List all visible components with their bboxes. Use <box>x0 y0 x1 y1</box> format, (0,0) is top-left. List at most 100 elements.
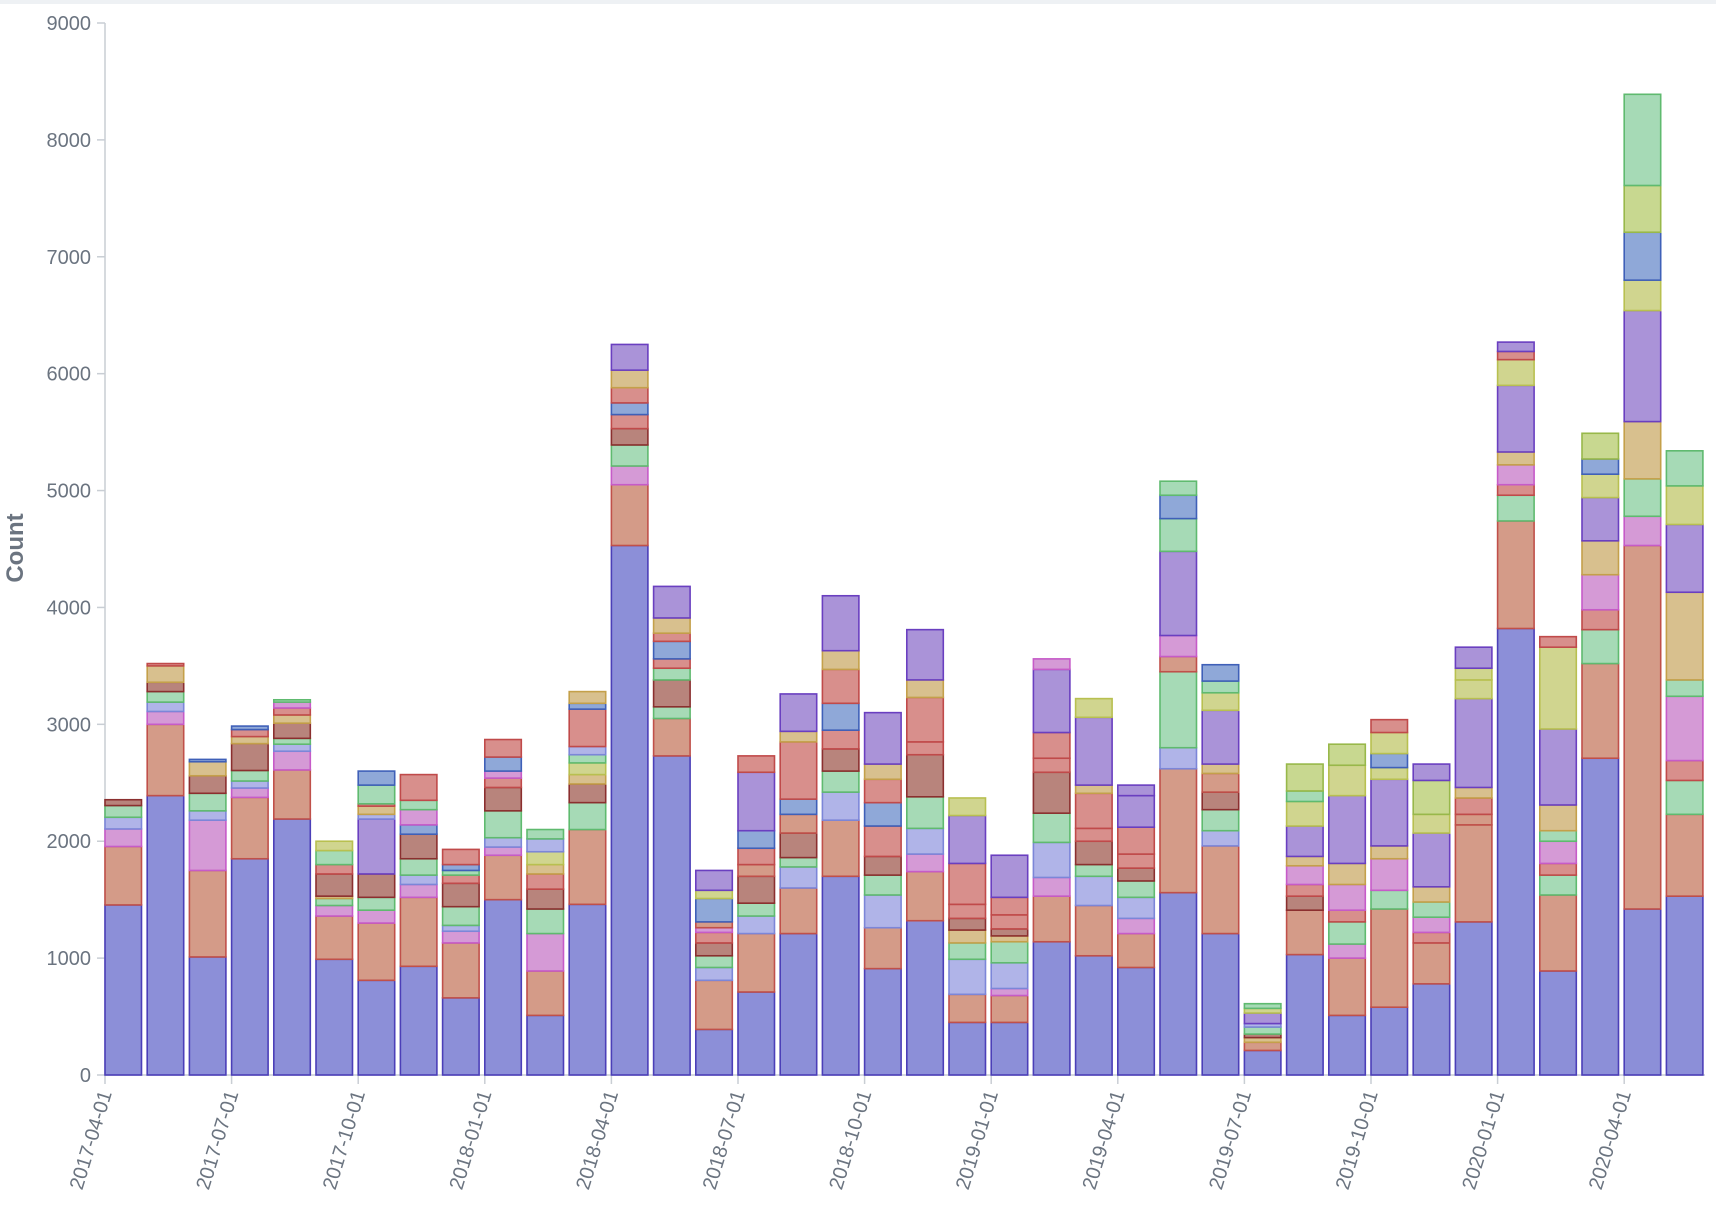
bar-segment[interactable] <box>779 798 818 816</box>
bar-segment[interactable] <box>230 780 269 789</box>
bar-segment[interactable] <box>737 932 776 993</box>
bar-segment[interactable] <box>1032 895 1071 943</box>
bar-segment[interactable] <box>1328 943 1367 959</box>
bar-segment[interactable] <box>694 931 734 944</box>
bar-segment[interactable] <box>948 903 987 920</box>
bar-segment[interactable] <box>526 970 565 1017</box>
bar-segment[interactable] <box>1285 953 1324 1076</box>
bar-segment[interactable] <box>441 863 480 872</box>
bar-segment[interactable] <box>1539 874 1578 896</box>
bar-segment[interactable] <box>863 801 902 827</box>
bar-segment[interactable] <box>526 850 565 866</box>
bar-segment[interactable] <box>1665 591 1704 681</box>
bar-segment[interactable] <box>1623 279 1662 312</box>
bar-segment[interactable] <box>821 770 860 793</box>
bar-segment[interactable] <box>1370 857 1409 892</box>
bar-segment[interactable] <box>948 862 987 906</box>
bar-segment[interactable] <box>1623 544 1662 910</box>
bar-segment[interactable] <box>905 628 945 681</box>
bar-segment[interactable] <box>652 585 691 619</box>
bar-segment[interactable] <box>737 771 776 832</box>
bar-segment[interactable] <box>779 832 818 859</box>
bar-segment[interactable] <box>1539 840 1578 865</box>
bar-segment[interactable] <box>1201 680 1240 694</box>
bar-segment[interactable] <box>483 898 523 1076</box>
bar-segment[interactable] <box>1539 646 1578 730</box>
bar-segment[interactable] <box>1454 697 1493 789</box>
bar-segment[interactable] <box>1032 940 1071 1076</box>
bar-segment[interactable] <box>1496 627 1535 1076</box>
bar-segment[interactable] <box>863 894 902 929</box>
bar-segment[interactable] <box>1201 663 1240 682</box>
bar-segment[interactable] <box>1581 432 1620 460</box>
bar-segment[interactable] <box>1328 921 1367 945</box>
bar-segment[interactable] <box>1454 813 1493 826</box>
bar-segment[interactable] <box>1328 1014 1367 1076</box>
bar-segment[interactable] <box>1496 483 1535 497</box>
bar-segment[interactable] <box>821 819 860 878</box>
bar-segment[interactable] <box>1623 515 1662 547</box>
bar-segment[interactable] <box>737 829 776 850</box>
bar-segment[interactable] <box>104 816 143 830</box>
bar-segment[interactable] <box>821 594 860 652</box>
bar-segment[interactable] <box>652 705 691 720</box>
bar-segment[interactable] <box>610 465 649 486</box>
bar-segment[interactable] <box>737 755 776 774</box>
bar-segment[interactable] <box>1285 855 1324 867</box>
bar-segment[interactable] <box>737 863 776 878</box>
bar-segment[interactable] <box>1665 485 1704 526</box>
bar-segment[interactable] <box>441 924 480 933</box>
bar-segment[interactable] <box>1454 667 1493 681</box>
bar-segment[interactable] <box>1496 451 1535 466</box>
bar-segment[interactable] <box>1412 832 1451 888</box>
bar-segment[interactable] <box>1201 791 1240 811</box>
bar-segment[interactable] <box>1074 697 1113 719</box>
bar-segment[interactable] <box>905 679 945 699</box>
bar-segment[interactable] <box>272 707 312 716</box>
bar-segment[interactable] <box>821 748 860 772</box>
bar-segment[interactable] <box>1074 863 1113 878</box>
bar-segment[interactable] <box>1454 797 1493 816</box>
bar-segment[interactable] <box>652 755 691 1076</box>
bar-segment[interactable] <box>1581 458 1620 475</box>
bar-segment[interactable] <box>315 904 354 917</box>
bar-segment[interactable] <box>1285 790 1324 803</box>
bar-segment[interactable] <box>1328 794 1367 865</box>
bar-segment[interactable] <box>948 958 987 996</box>
bar-segment[interactable] <box>779 730 818 743</box>
bar-segment[interactable] <box>1581 757 1620 1076</box>
bar-segment[interactable] <box>990 928 1029 937</box>
bar-segment[interactable] <box>1201 691 1240 712</box>
bar-segment[interactable] <box>188 956 227 1076</box>
bar-segment[interactable] <box>483 756 523 772</box>
bar-segment[interactable] <box>526 932 565 972</box>
bar-segment[interactable] <box>1032 668 1071 734</box>
bar-segment[interactable] <box>1496 464 1535 486</box>
bar-segment[interactable] <box>483 810 523 839</box>
bar-segment[interactable] <box>1285 883 1324 897</box>
bar-segment[interactable] <box>568 773 607 785</box>
bar-segment[interactable] <box>1328 743 1367 767</box>
bar-segment[interactable] <box>483 777 523 789</box>
bar-segment[interactable] <box>146 794 185 1076</box>
bar-segment[interactable] <box>990 940 1029 964</box>
bar-segment[interactable] <box>905 853 945 873</box>
bar-segment[interactable] <box>779 693 818 733</box>
bar-segment[interactable] <box>526 828 565 840</box>
bar-segment[interactable] <box>1201 829 1240 847</box>
bar-segment[interactable] <box>990 994 1029 1024</box>
bar-segment[interactable] <box>568 690 607 705</box>
bar-segment[interactable] <box>1032 812 1071 844</box>
bar-segment[interactable] <box>694 954 734 969</box>
bar-segment[interactable] <box>230 725 269 731</box>
bar-segment[interactable] <box>1117 794 1156 828</box>
bar-segment[interactable] <box>737 875 776 904</box>
bar-segment[interactable] <box>357 922 396 982</box>
bar-segment[interactable] <box>399 883 438 899</box>
bar-segment[interactable] <box>1665 523 1704 594</box>
bar-segment[interactable] <box>146 665 185 684</box>
bar-segment[interactable] <box>1201 772 1240 793</box>
bar-segment[interactable] <box>1454 646 1493 670</box>
bar-segment[interactable] <box>188 869 227 958</box>
bar-segment[interactable] <box>610 386 649 404</box>
